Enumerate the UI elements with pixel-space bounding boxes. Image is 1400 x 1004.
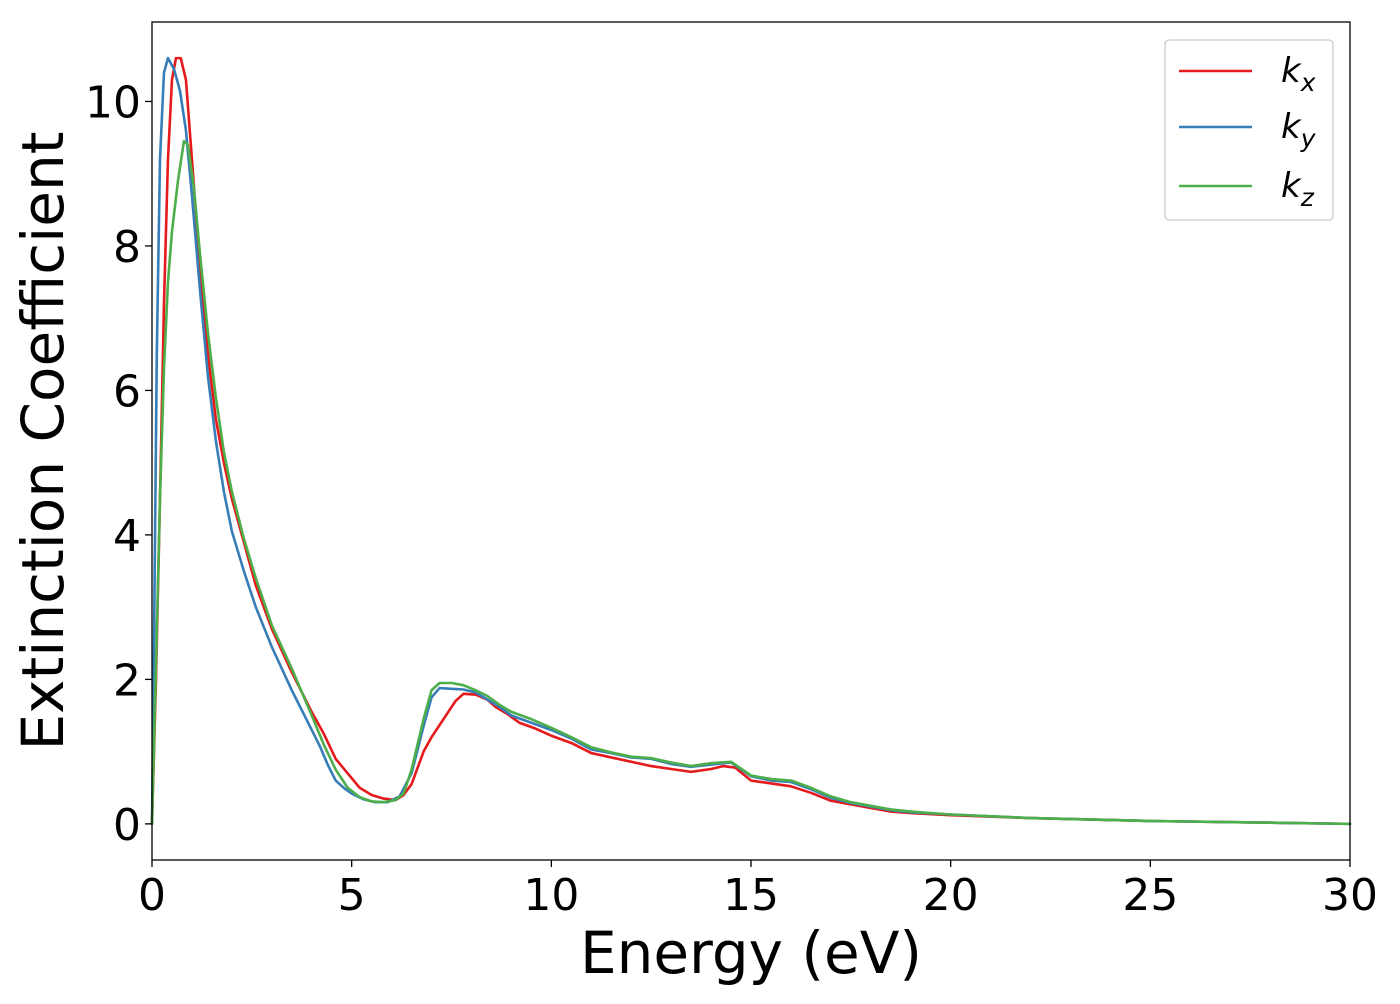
y-tick-label: 8 (113, 222, 141, 273)
legend-label-y: ky (1281, 107, 1317, 153)
y-tick-label: 2 (113, 655, 141, 706)
legend-entry-x[interactable]: kx (1179, 51, 1316, 97)
legend-box (1164, 39, 1334, 221)
y-axis-label: Extinction Coefficient (9, 132, 77, 751)
series-line-x (150, 56, 1352, 826)
legend-entry-z[interactable]: kz (1179, 166, 1315, 212)
y-tick-label: 10 (85, 77, 141, 128)
legend[interactable]: kx ky kz (1164, 39, 1334, 221)
series-layer (150, 56, 1352, 826)
x-axis-ticks: 0 5 10 15 20 25 30 (138, 860, 1378, 921)
legend-entry-y[interactable]: ky (1179, 107, 1317, 153)
y-tick-label: 4 (113, 511, 141, 562)
y-tick-label: 0 (113, 800, 141, 851)
x-tick-label: 0 (138, 870, 166, 921)
x-tick-label: 25 (1122, 870, 1178, 921)
x-tick-label: 30 (1322, 870, 1378, 921)
legend-entries: kx ky kz (1179, 51, 1317, 212)
legend-label-x: kx (1281, 51, 1316, 97)
legend-label-z: kz (1281, 166, 1315, 212)
y-axis-ticks: 0 2 4 6 8 10 (85, 77, 152, 851)
series-line-z (150, 139, 1352, 826)
series-line-y (150, 56, 1352, 826)
x-axis-label: Energy (eV) (580, 919, 922, 987)
x-tick-label: 20 (923, 870, 979, 921)
x-tick-label: 15 (723, 870, 779, 921)
x-tick-label: 5 (338, 870, 366, 921)
x-tick-label: 10 (523, 870, 579, 921)
y-tick-label: 6 (113, 366, 141, 417)
